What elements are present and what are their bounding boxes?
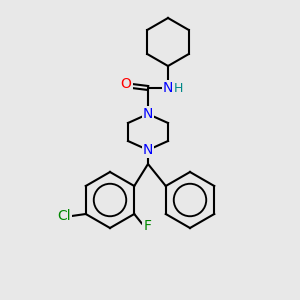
Text: O: O	[121, 77, 131, 91]
Text: N: N	[143, 107, 153, 121]
Text: Cl: Cl	[57, 209, 70, 223]
Text: N: N	[163, 81, 173, 95]
Text: F: F	[143, 219, 151, 233]
Text: H: H	[173, 82, 183, 94]
Text: N: N	[143, 143, 153, 157]
